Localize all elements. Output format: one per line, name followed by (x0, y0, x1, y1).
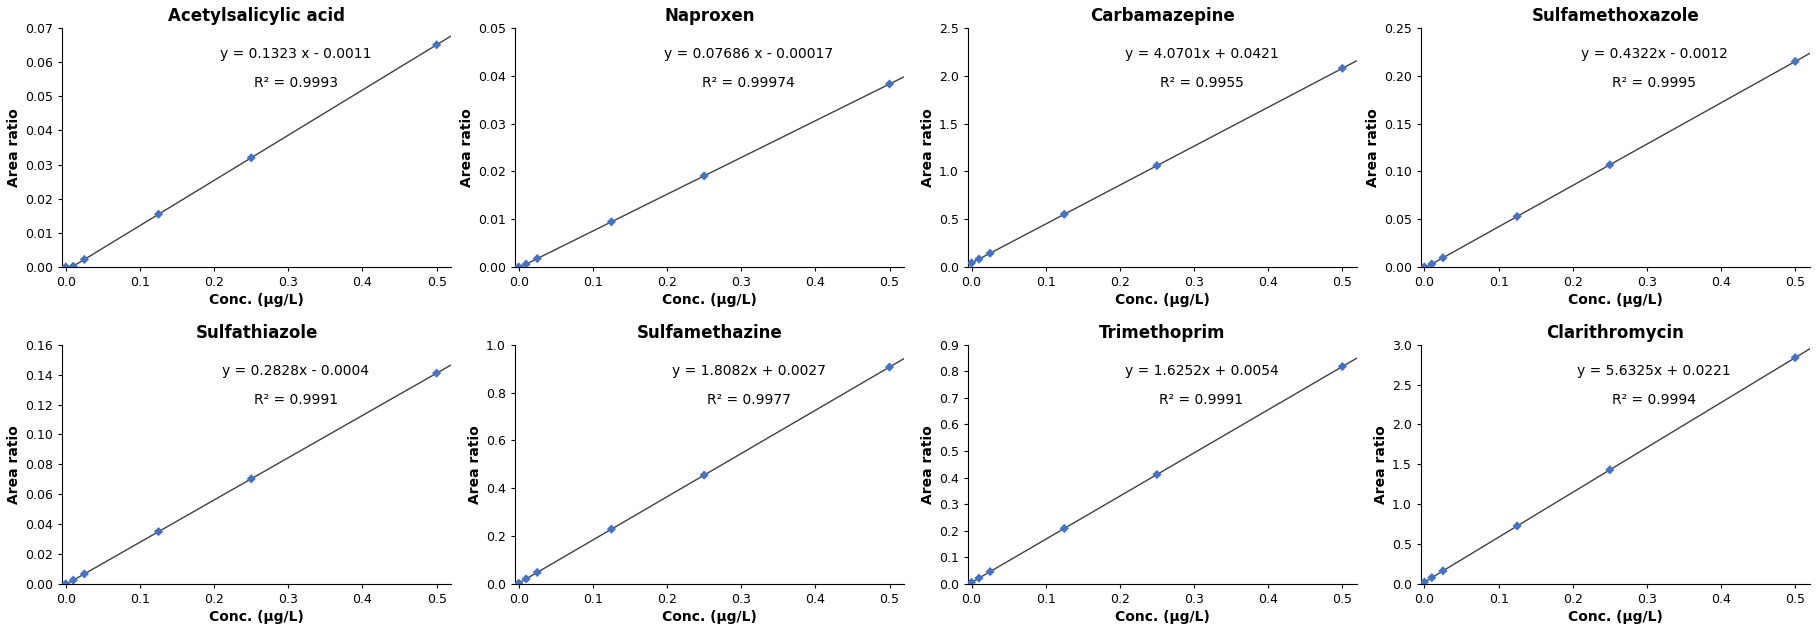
Point (876, 79, 905, 89)
Point (958, 577, 987, 587)
Point (512, 574, 541, 584)
Point (422, 40, 451, 50)
Point (1050, 209, 1079, 220)
Point (503, 262, 532, 272)
Point (1328, 63, 1357, 73)
Y-axis label: Area ratio: Area ratio (467, 425, 482, 504)
Text: y = 1.6252x + 0.0054: y = 1.6252x + 0.0054 (1125, 364, 1279, 378)
Point (69, 254, 98, 264)
Point (512, 259, 541, 269)
Point (523, 567, 552, 577)
Point (690, 470, 720, 480)
Point (503, 578, 532, 588)
X-axis label: Conc. (μg/L): Conc. (μg/L) (209, 293, 303, 307)
Point (422, 368, 451, 378)
Y-axis label: Area ratio: Area ratio (460, 108, 474, 187)
Point (1143, 469, 1172, 480)
Text: R² = 0.9991: R² = 0.9991 (1159, 392, 1243, 406)
Point (1781, 56, 1810, 66)
Point (144, 527, 173, 537)
Point (965, 573, 994, 583)
Point (236, 474, 265, 484)
Y-axis label: Area ratio: Area ratio (7, 108, 22, 187)
X-axis label: Conc. (μg/L): Conc. (μg/L) (1568, 293, 1663, 307)
Text: R² = 0.9993: R² = 0.9993 (254, 76, 338, 90)
Title: Sulfamethoxazole: Sulfamethoxazole (1532, 7, 1699, 25)
Point (1410, 577, 1439, 587)
Point (236, 153, 265, 163)
Title: Clarithromycin: Clarithromycin (1546, 324, 1684, 342)
X-axis label: Conc. (μg/L): Conc. (μg/L) (1568, 610, 1663, 624)
Point (51, 262, 80, 272)
X-axis label: Conc. (μg/L): Conc. (μg/L) (661, 610, 758, 624)
X-axis label: Conc. (μg/L): Conc. (μg/L) (661, 293, 758, 307)
X-axis label: Conc. (μg/L): Conc. (μg/L) (209, 610, 303, 624)
Text: y = 0.07686 x - 0.00017: y = 0.07686 x - 0.00017 (663, 47, 834, 61)
Point (976, 567, 1005, 577)
Point (965, 254, 994, 264)
Text: y = 1.8082x + 0.0027: y = 1.8082x + 0.0027 (672, 364, 825, 378)
Y-axis label: Area ratio: Area ratio (7, 425, 22, 504)
Title: Trimethoprim: Trimethoprim (1099, 324, 1226, 342)
Y-axis label: Area ratio: Area ratio (921, 425, 934, 504)
Point (69, 569, 98, 579)
Point (876, 362, 905, 372)
Point (1503, 521, 1532, 531)
Point (596, 524, 625, 534)
Point (690, 171, 720, 181)
Text: R² = 0.9955: R² = 0.9955 (1159, 76, 1243, 90)
Point (1503, 211, 1532, 221)
Text: R² = 0.9994: R² = 0.9994 (1612, 392, 1697, 406)
Point (1143, 160, 1172, 170)
Text: y = 0.2828x - 0.0004: y = 0.2828x - 0.0004 (222, 364, 369, 378)
Y-axis label: Area ratio: Area ratio (1366, 108, 1379, 187)
Text: y = 0.4322x - 0.0012: y = 0.4322x - 0.0012 (1581, 47, 1728, 61)
Point (1781, 353, 1810, 363)
Point (1595, 160, 1624, 170)
Point (976, 248, 1005, 258)
Point (58, 575, 87, 586)
X-axis label: Conc. (μg/L): Conc. (μg/L) (1116, 293, 1210, 307)
Title: Naproxen: Naproxen (665, 7, 754, 25)
Point (523, 254, 552, 264)
Point (51, 579, 80, 589)
Title: Sulfathiazole: Sulfathiazole (196, 324, 318, 342)
Point (1417, 259, 1446, 269)
Text: R² = 0.9995: R² = 0.9995 (1612, 76, 1697, 90)
Point (1428, 566, 1457, 576)
Point (144, 209, 173, 220)
Point (58, 261, 87, 271)
Point (958, 258, 987, 268)
Point (1428, 253, 1457, 263)
Point (1328, 362, 1357, 372)
Title: Acetylsalicylic acid: Acetylsalicylic acid (169, 7, 345, 25)
Text: y = 0.1323 x - 0.0011: y = 0.1323 x - 0.0011 (220, 47, 371, 61)
Text: y = 5.6325x + 0.0221: y = 5.6325x + 0.0221 (1577, 364, 1732, 378)
Point (1417, 572, 1446, 582)
Text: R² = 0.99974: R² = 0.99974 (701, 76, 796, 90)
Text: y = 4.0701x + 0.0421: y = 4.0701x + 0.0421 (1125, 47, 1279, 61)
Text: R² = 0.9977: R² = 0.9977 (707, 392, 790, 406)
X-axis label: Conc. (μg/L): Conc. (μg/L) (1116, 610, 1210, 624)
Point (1410, 262, 1439, 272)
Point (1050, 523, 1079, 533)
Title: Sulfamethazine: Sulfamethazine (636, 324, 783, 342)
Point (1595, 465, 1624, 475)
Y-axis label: Area ratio: Area ratio (921, 108, 934, 187)
Y-axis label: Area ratio: Area ratio (1374, 425, 1388, 504)
Text: R² = 0.9991: R² = 0.9991 (254, 392, 338, 406)
Title: Carbamazepine: Carbamazepine (1090, 7, 1236, 25)
Point (596, 217, 625, 227)
